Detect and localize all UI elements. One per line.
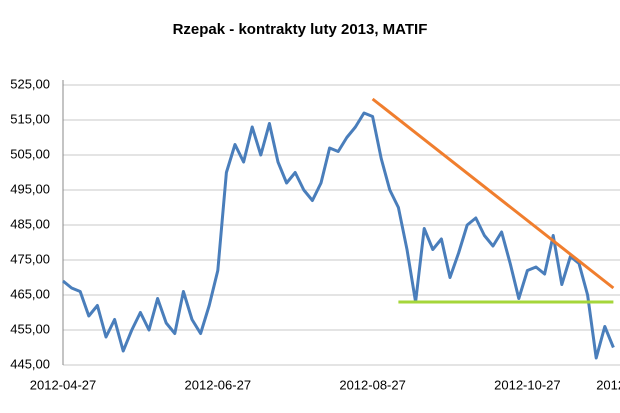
y-tick-label: 505,00 bbox=[10, 146, 50, 161]
y-tick-label: 475,00 bbox=[10, 251, 50, 266]
y-tick-label: 485,00 bbox=[10, 216, 50, 231]
x-tick-label: 2012-1 bbox=[596, 377, 620, 392]
trend-line bbox=[371, 97, 615, 290]
y-tick-label: 455,00 bbox=[10, 321, 50, 336]
x-tick-label: 2012-08-27 bbox=[339, 377, 406, 392]
y-tick-label: 515,00 bbox=[10, 111, 50, 126]
chart-title: Rzepak - kontrakty luty 2013, MATIF bbox=[173, 21, 428, 38]
y-tick-label: 445,00 bbox=[10, 356, 50, 371]
y-tick-label: 465,00 bbox=[10, 286, 50, 301]
y-tick-label: 525,00 bbox=[10, 76, 50, 91]
x-tick-label: 2012-10-27 bbox=[494, 377, 561, 392]
x-tick-label: 2012-06-27 bbox=[185, 377, 252, 392]
data-line bbox=[62, 111, 615, 360]
x-tick-label: 2012-04-27 bbox=[30, 377, 97, 392]
y-tick-label: 495,00 bbox=[10, 181, 50, 196]
